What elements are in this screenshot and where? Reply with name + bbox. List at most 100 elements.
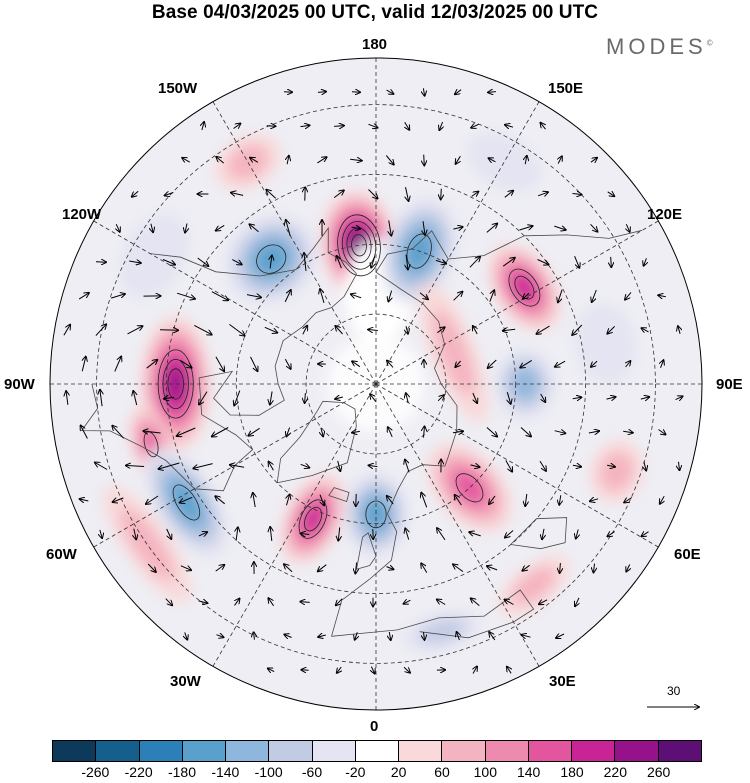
wind-arrow [661,360,664,368]
wind-arrow [457,632,460,641]
lon-label-180: 180 [362,36,388,53]
wind-arrow [389,631,390,640]
wind-arrow [572,324,583,335]
wind-arrow [194,324,211,334]
wind-arrow [110,294,125,299]
wind-arrow [198,532,207,536]
wind-arrow [423,221,425,235]
wind-arrow [572,194,582,195]
wind-arrow [254,632,255,640]
wind-arrow [606,397,616,399]
wind-arrow [234,599,240,606]
wind-arrow [660,495,664,504]
colorbar-swatch [572,741,616,761]
wind-arrow [81,426,88,439]
wind-arrow [351,294,362,298]
anomaly-shade [171,483,201,522]
wind-arrow [355,562,356,574]
colorbar-swatch [485,741,529,761]
wind-arrow [230,465,245,467]
colorbar-tick-label: 220 [603,764,628,780]
wind-arrow [215,356,224,371]
colorbar-tick-label: 100 [473,764,498,780]
wind-arrow [147,563,156,572]
coastline [331,229,643,637]
wind-arrow [590,158,597,162]
wind-arrow [176,292,195,299]
lat-lon-grid [50,58,702,710]
wind-arrow [250,224,259,233]
wind-arrow [388,427,393,438]
wind-arrow [473,392,477,403]
wind-arrow [270,391,272,405]
wind-arrow [100,529,102,538]
wind-arrow [405,460,410,473]
wind-arrow [337,666,341,673]
wind-arrow [560,563,561,573]
colorbar-swatch [442,741,486,761]
wind-arrow [387,361,394,368]
wind-arrow [180,565,191,570]
colorbar-swatch [399,741,443,761]
colorbar-tick-label: -140 [211,764,240,780]
wind-arrow [572,397,582,398]
wind-arrow [505,600,514,605]
wind-arrow [437,327,444,334]
wind-arrow [437,600,446,605]
wind-arrow [134,528,136,540]
wind-arrow [335,397,343,399]
wind-arrow [644,258,647,265]
wind-arrow [486,224,497,233]
wind-arrow [193,463,213,469]
wind-arrow [165,598,172,606]
wind-arrow [456,155,461,164]
anomaly-contour [341,220,377,270]
wind-arrow [555,360,566,367]
colorbar-swatch [96,741,140,761]
wind-arrow [522,635,531,637]
wind-arrow [250,158,259,163]
wind-arrow [537,325,550,334]
wind-arrow [520,359,532,367]
colorbar-tick-label: 60 [434,764,450,780]
anomaly-contour [514,275,535,300]
wind-arrow [351,227,361,228]
wind-arrow [489,158,496,162]
wind-arrow [164,397,175,399]
colorbar-tick-label: -180 [167,764,197,780]
wind-arrow [151,223,153,232]
wind-arrow [387,496,394,505]
wind-arrow [185,632,188,639]
wind-arrow [232,259,241,265]
wind-arrow [216,157,225,164]
wind-arrow [199,391,208,405]
map-title: Base 04/03/2025 00 UTC, valid 12/03/2025… [151,2,599,23]
wind-arrow [300,602,310,603]
colorbar-swatch [53,741,97,761]
wind-arrow [607,326,615,333]
colorbar-tick-label: -20 [345,764,366,780]
wind-arrow [455,495,462,506]
colorbar-swatch [139,741,183,761]
wind-arrow [488,359,497,368]
lon-label-30w: 30W [170,673,201,690]
colorbar-swatch [269,741,313,761]
wind-arrow [503,329,516,331]
anomaly-contour [508,268,541,307]
colorbar-swatch [182,741,227,761]
wind-arrow [406,186,409,201]
wind-arrow [216,635,224,638]
wind-arrow [505,460,512,471]
wind-arrow [369,465,378,466]
wind-arrow [525,493,527,506]
wind-arrow [455,360,461,367]
wind-arrow [558,289,563,303]
wind-arrow [368,124,378,127]
wind-arrow [507,392,510,404]
wind-arrow [453,564,464,573]
wind-arrow [556,634,565,638]
anomaly-contour [256,244,287,274]
wind-arrow [126,466,145,467]
wind-arrow [284,635,292,638]
wind-arrow [437,528,446,541]
